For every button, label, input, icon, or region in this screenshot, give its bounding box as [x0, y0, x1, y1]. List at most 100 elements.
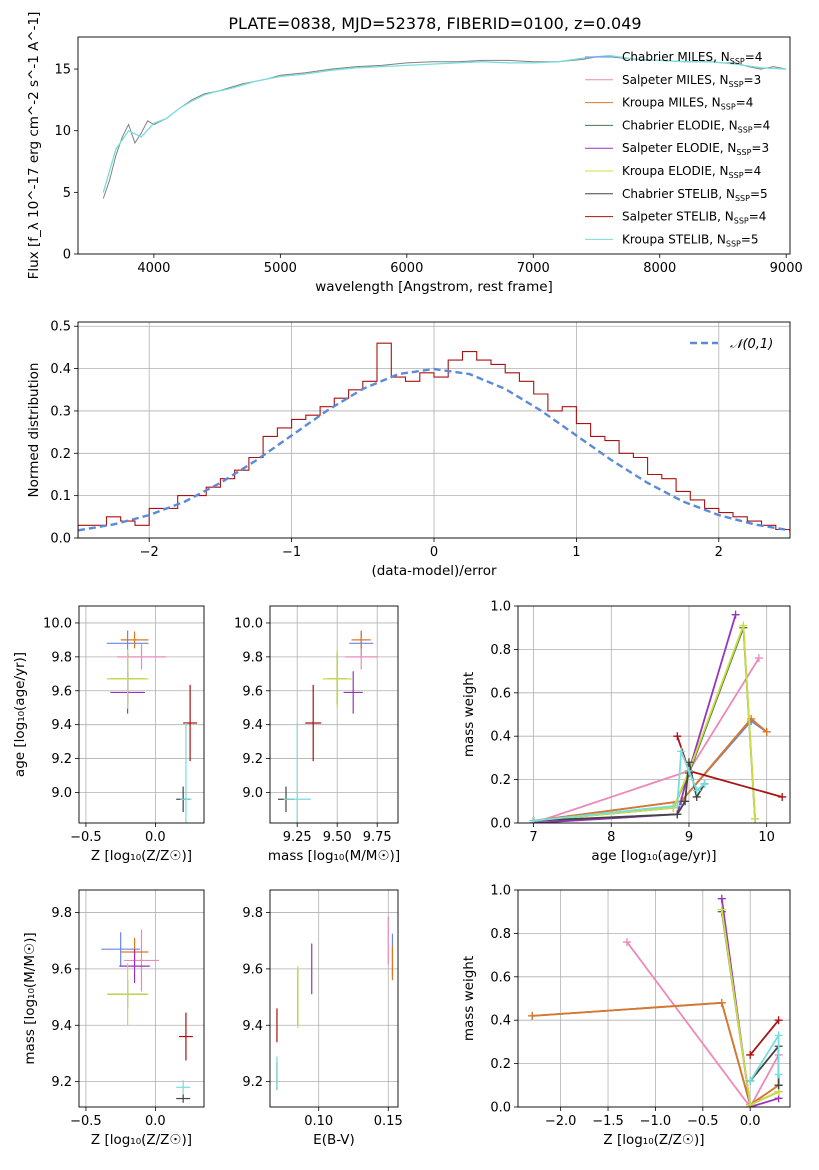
- mass-age-plot: [278, 630, 378, 823]
- ebv-mass-ytick-label: 9.8: [242, 906, 263, 921]
- spectrum-legend-sub: SSP: [721, 103, 736, 112]
- residuals-ytick-label: 0.3: [50, 404, 71, 419]
- spectrum-legend-label: Chabrier MILES, NSSP=4: [622, 50, 762, 66]
- residuals-ylabel: Normed distribution: [26, 363, 42, 498]
- residuals-legend: 𝒩(0,1): [690, 337, 773, 352]
- ebv-mass-ytick-label: 9.4: [242, 1019, 263, 1034]
- age-weight-ytick-label: 0.6: [490, 686, 511, 701]
- age-weight-series-marker: [731, 610, 740, 619]
- z-mass-frame: [78, 889, 205, 1108]
- z-age-axes: −0.5 0.0 9.0 9.2 9.4 9.6 9.8 10.0: [43, 606, 204, 845]
- z-age-xtick-label: −0.5: [70, 830, 102, 845]
- z-age-xlabel: Z [log₁₀(Z/Z☉)]: [91, 848, 192, 864]
- z-weight-series-marker: [622, 938, 631, 947]
- mass-age-xtick-label: 9.25: [283, 830, 312, 845]
- age-weight-series-line: [533, 751, 706, 822]
- spectrum-ylabel: Flux [f_λ 10^-17 erg cm^-2 s^-1 A^-1]: [26, 12, 42, 280]
- residuals-xtick-label: −2: [140, 545, 159, 560]
- spectrum-legend-label: Chabrier STELIB, NSSP=5: [622, 187, 768, 203]
- z-weight-xtick-label: −2.0: [545, 1114, 577, 1129]
- residuals-axes: −2 −1 0 1 2 0.0 0.1 0.2 0.3 0.4 0.5: [50, 320, 790, 560]
- age-weight-series-marker: [681, 797, 690, 806]
- spectrum-legend-suffix: =3: [744, 73, 762, 87]
- age-weight-series-marker: [692, 786, 701, 795]
- spectrum-legend: Chabrier MILES, NSSP=4 Salpeter MILES, NS…: [585, 50, 770, 248]
- z-weight-series-marker: [528, 1011, 537, 1020]
- spectrum-legend-label: Kroupa ELODIE, NSSP=4: [622, 164, 761, 180]
- age-weight-series-marker: [673, 732, 682, 741]
- spectrum-ytick-label: 0: [63, 248, 71, 263]
- mass-age-frame: [269, 605, 399, 824]
- z-weight-frame: [517, 889, 791, 1108]
- mass-age-xtick-label: 9.75: [363, 830, 392, 845]
- z-weight-ytick-label: 0.4: [490, 1014, 511, 1029]
- spectrum-legend-sub: SSP: [734, 217, 749, 226]
- z-weight-ytick-label: 0.6: [490, 970, 511, 985]
- mass-age-ytick-label: 9.4: [242, 718, 263, 733]
- z-weight-series-line: [749, 1019, 780, 1056]
- age-weight-series-line: [533, 717, 768, 822]
- spectrum-legend-suffix: =5: [750, 187, 768, 201]
- age-weight-ytick-label: 0.2: [490, 773, 511, 788]
- age-weight-xtick-label: 7: [529, 830, 537, 845]
- z-weight-series-marker: [746, 1100, 755, 1107]
- mass-age-xlabel: mass [log₁₀(M/M☉)]: [268, 848, 400, 864]
- spectrum-xtick-label: 5000: [264, 261, 297, 276]
- z-mass-ytick-label: 9.6: [51, 962, 72, 977]
- spectrum-axes: 4000 5000 6000 7000 8000 9000 0 5 10 15: [54, 63, 802, 276]
- z-weight-xlabel: Z [log₁₀(Z/Z☉)]: [603, 1132, 704, 1148]
- age-weight-xlabel: age [log₁₀(age/yr)]: [591, 848, 716, 864]
- spectrum-legend-sub: SSP: [729, 171, 744, 180]
- age-weight-series-line: [533, 625, 756, 822]
- spectrum-legend-sub: SSP: [730, 57, 745, 66]
- z-weight-xtick-label: −1.0: [640, 1114, 672, 1129]
- spectrum-xtick-label: 9000: [770, 261, 803, 276]
- residuals-xlabel: (data-model)/error: [371, 563, 497, 579]
- z-weight-ylabel: mass weight: [461, 956, 477, 1041]
- ebv-mass-axes: 0.10 0.15 9.2 9.4 9.6 9.8: [242, 890, 403, 1129]
- spectrum-legend-suffix: =4: [736, 96, 754, 110]
- ebv-mass-frame: [269, 889, 399, 1108]
- mass-age-xtick-label: 9.50: [323, 830, 352, 845]
- age-weight-ytick-label: 0.8: [490, 643, 511, 658]
- z-mass-ytick-label: 9.8: [51, 906, 72, 921]
- z-age-ytick-label: 10.0: [43, 616, 72, 631]
- age-weight-series-marker: [762, 727, 771, 736]
- age-weight-series-marker: [673, 810, 682, 819]
- age-weight-ytick-label: 0.4: [490, 730, 511, 745]
- mass-age-ytick-label: 9.8: [242, 650, 263, 665]
- z-age-ytick-label: 9.0: [51, 786, 72, 801]
- residuals-frame: [77, 321, 791, 539]
- age-weight-series-marker: [684, 766, 693, 775]
- age-weight-series-marker: [673, 801, 682, 810]
- z-weight-ytick-label: 0.8: [490, 927, 511, 942]
- spectrum-legend-label: Salpeter ELODIE, NSSP=3: [622, 141, 769, 157]
- mass-age-ytick-label: 10.0: [234, 616, 263, 631]
- spectrum-legend-suffix: =3: [751, 141, 769, 155]
- spectrum-frame: [77, 36, 791, 255]
- residuals-xtick-label: 0: [430, 545, 438, 560]
- z-mass-xlabel: Z [log₁₀(Z/Z☉)]: [91, 1132, 192, 1148]
- z-weight-ytick-label: 1.0: [490, 884, 511, 899]
- age-weight-series-marker: [751, 814, 760, 823]
- spectrum-series-model: [102, 54, 787, 193]
- residuals-ytick-label: 0.0: [50, 532, 71, 547]
- residuals-plot: [78, 342, 790, 538]
- figure-title: PLATE=0838, MJD=52378, FIBERID=0100, z=0…: [228, 14, 641, 33]
- ebv-mass-xtick-label: 0.10: [304, 1114, 333, 1129]
- z-weight-series-marker: [774, 1031, 783, 1040]
- spectrum-legend-sub: SSP: [738, 125, 753, 134]
- z-weight-series-marker: [774, 1081, 783, 1090]
- z-weight-series-marker: [774, 1070, 783, 1079]
- residuals-ytick-label: 0.4: [50, 362, 71, 377]
- z-weight-series-line: [626, 941, 780, 1107]
- z-age-ytick-label: 9.4: [51, 718, 72, 733]
- z-mass-xtick-label: 0.0: [145, 1114, 166, 1129]
- spectrum-legend-label: Kroupa MILES, NSSP=4: [622, 96, 753, 112]
- spectrum-legend-label: Chabrier ELODIE, NSSP=4: [622, 118, 770, 134]
- age-weight-ylabel: mass weight: [461, 672, 477, 757]
- z-mass-ytick-label: 9.4: [51, 1019, 72, 1034]
- age-weight-series-marker: [677, 747, 686, 756]
- ebv-mass-ytick-label: 9.2: [242, 1075, 263, 1090]
